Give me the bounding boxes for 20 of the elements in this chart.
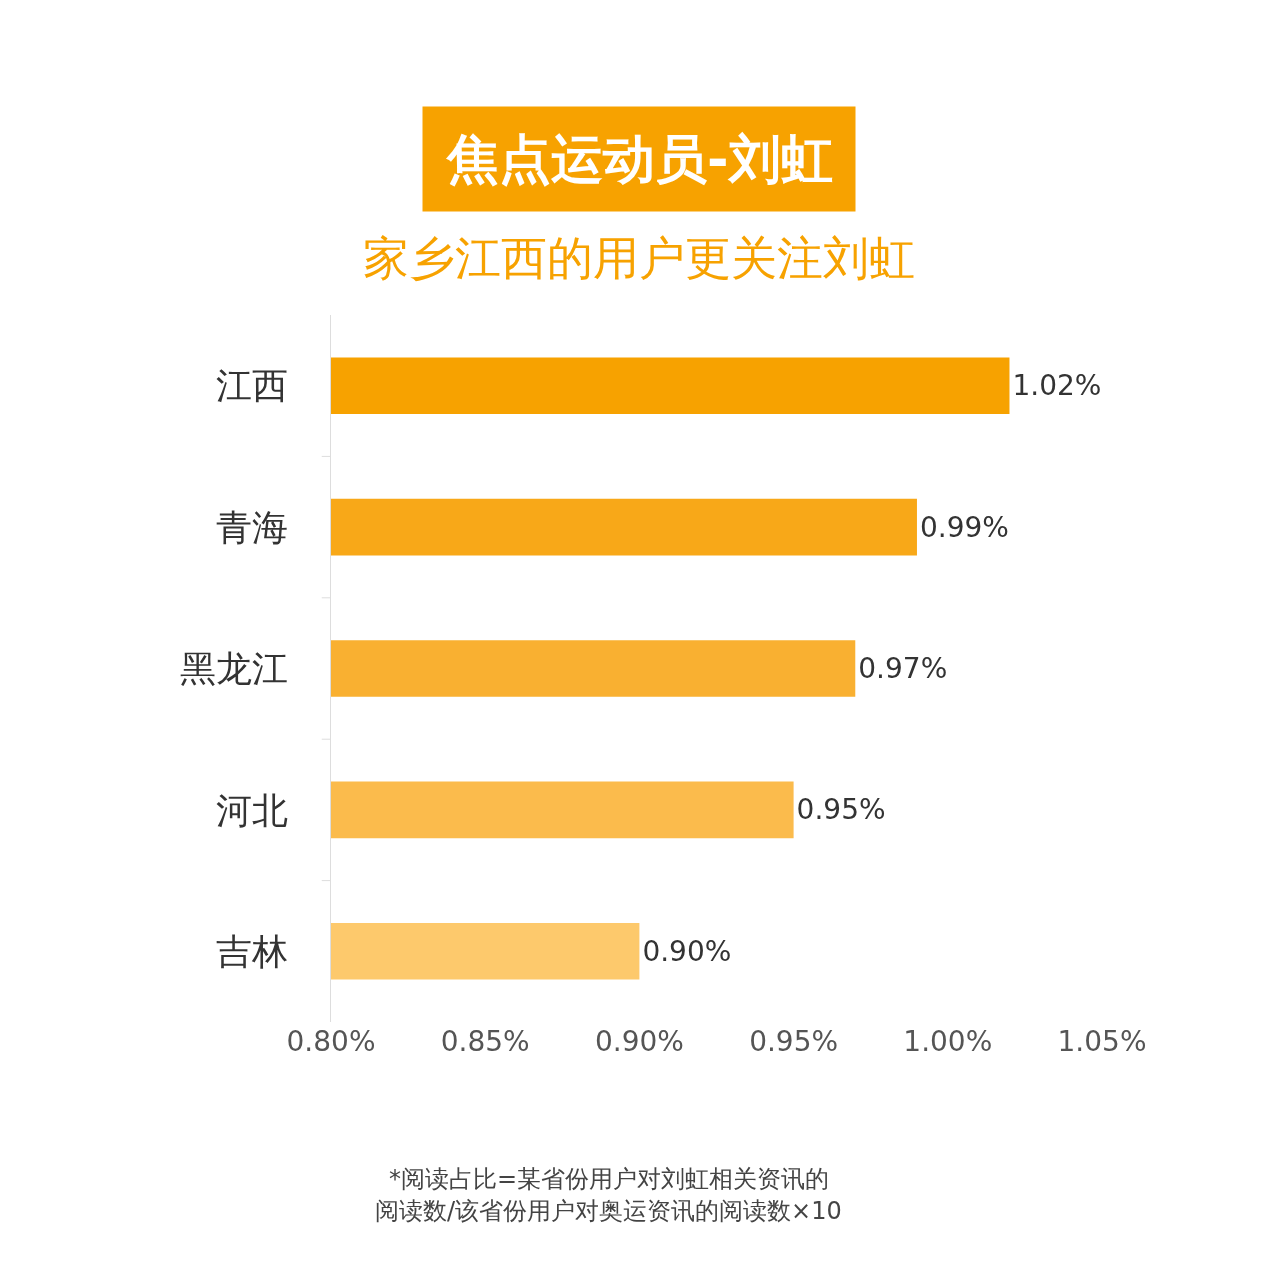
y-tick-label: 江西 — [215, 365, 288, 407]
x-tick-label: 0.90% — [594, 1025, 684, 1058]
data-label: 0.95% — [796, 793, 886, 827]
y-tick-label: 黑龙江 — [179, 648, 288, 690]
text: *阅读占比=某省份用户对刘虹相关资讯的 — [389, 1165, 830, 1193]
x-tick-label: 1.05% — [1057, 1025, 1147, 1058]
data-label: 0.99% — [919, 510, 1009, 544]
y-tick-label: 吉林 — [215, 930, 288, 972]
x-tick-label: 0.95% — [749, 1025, 839, 1058]
data-label: 1.02% — [1012, 369, 1102, 403]
y-tick-label: 河北 — [215, 789, 288, 831]
x-tick-label: 0.85% — [440, 1025, 530, 1058]
chart-title: 焦点运动员-刘虹 — [445, 129, 833, 189]
chart-subtitle: 家乡江西的用户更关注刘虹 — [363, 231, 915, 285]
data-label: 0.97% — [858, 652, 948, 685]
text: 阅读数/该省份用户对奥运资讯的阅读数×10 — [375, 1197, 842, 1225]
x-tick-label: 1.00% — [903, 1025, 993, 1058]
x-tick-label: 0.80% — [286, 1025, 376, 1058]
y-tick-label: 青海 — [215, 506, 288, 548]
data-label: 0.90% — [642, 934, 732, 968]
